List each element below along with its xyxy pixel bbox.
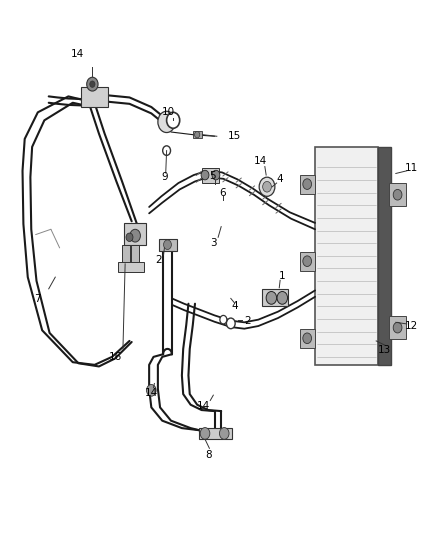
Text: 7: 7 (35, 294, 41, 304)
Circle shape (303, 179, 311, 189)
Circle shape (158, 111, 175, 133)
Bar (159, 239, 177, 251)
Bar (378, 147, 392, 365)
Bar (193, 132, 202, 138)
Bar (262, 289, 288, 306)
Bar (124, 223, 146, 245)
Bar (300, 252, 315, 271)
Circle shape (266, 292, 277, 304)
Text: 14: 14 (71, 49, 84, 59)
Circle shape (90, 81, 95, 87)
Text: 9: 9 (161, 172, 168, 182)
Bar (81, 87, 108, 107)
Text: 2: 2 (244, 316, 251, 326)
Text: 14: 14 (254, 156, 267, 166)
Circle shape (220, 316, 227, 324)
Text: 8: 8 (205, 450, 212, 460)
Text: 1: 1 (279, 271, 286, 280)
Text: 14: 14 (197, 401, 210, 411)
Bar (122, 245, 130, 264)
Circle shape (201, 170, 209, 180)
Text: 4: 4 (277, 174, 283, 184)
Circle shape (126, 233, 133, 241)
Text: 5: 5 (209, 171, 216, 181)
Circle shape (130, 229, 141, 242)
Text: 11: 11 (404, 163, 418, 173)
Bar (389, 183, 406, 206)
Bar (131, 245, 139, 264)
Bar (300, 329, 315, 348)
Text: 3: 3 (210, 238, 217, 247)
Text: 13: 13 (378, 345, 391, 356)
Circle shape (166, 112, 180, 128)
Circle shape (194, 132, 200, 138)
Bar (315, 147, 378, 365)
Circle shape (393, 189, 402, 200)
Circle shape (303, 333, 311, 344)
Circle shape (147, 384, 156, 396)
Text: 15: 15 (228, 131, 241, 141)
Text: 2: 2 (155, 255, 162, 265)
Bar (199, 427, 232, 439)
Circle shape (393, 322, 402, 333)
Text: 16: 16 (109, 352, 122, 362)
Circle shape (226, 318, 235, 329)
Circle shape (87, 77, 98, 91)
Bar (201, 167, 219, 182)
Circle shape (277, 292, 288, 304)
Text: 4: 4 (231, 301, 237, 311)
Text: 10: 10 (162, 107, 175, 117)
Circle shape (263, 181, 272, 192)
Circle shape (163, 240, 171, 249)
Circle shape (212, 170, 220, 180)
Bar (389, 316, 406, 340)
Text: 12: 12 (404, 321, 418, 331)
Circle shape (200, 427, 210, 439)
Bar (118, 262, 144, 272)
Text: 6: 6 (219, 188, 226, 198)
Circle shape (303, 256, 311, 266)
Circle shape (219, 427, 229, 439)
Text: 14: 14 (145, 388, 158, 398)
Circle shape (259, 177, 275, 196)
Circle shape (162, 146, 170, 156)
Bar (300, 174, 315, 193)
